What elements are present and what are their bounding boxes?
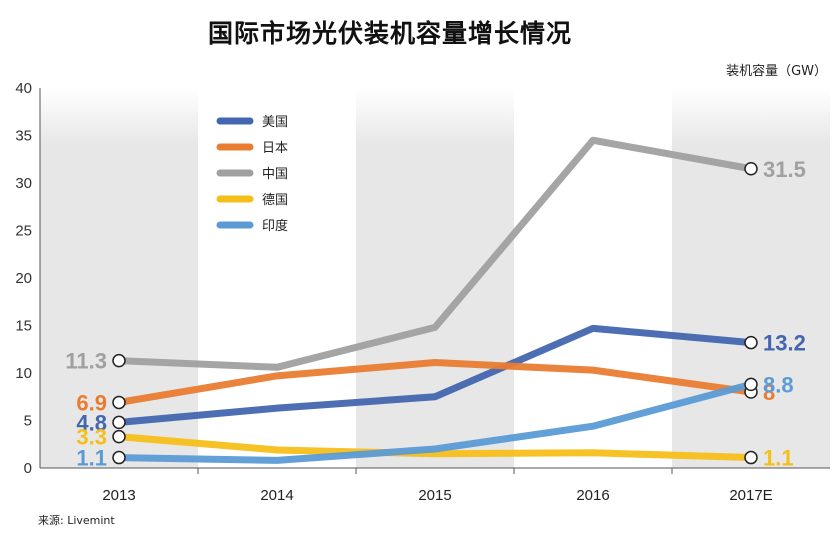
source-note: 来源: Livemint (38, 514, 115, 527)
data-point-marker (744, 377, 758, 392)
data-label-start: 4.8 (76, 410, 107, 435)
x-tick-label: 2013 (102, 487, 135, 504)
y-axis-unit-label: 装机容量（GW） (726, 64, 827, 79)
data-point-marker (744, 335, 758, 350)
series-line (115, 324, 755, 426)
y-tick-label: 30 (15, 175, 32, 192)
y-tick-label: 40 (15, 80, 32, 97)
series-line (115, 136, 755, 371)
data-point-marker (112, 415, 126, 430)
x-tick-label: 2015 (418, 487, 451, 504)
legend-label: 中国 (262, 167, 288, 182)
data-label-start: 6.9 (76, 390, 107, 415)
y-tick-label: 0 (24, 460, 32, 477)
series-line (115, 380, 755, 464)
data-point-marker (112, 395, 126, 410)
data-point-marker (744, 450, 758, 465)
data-point-marker (112, 450, 126, 465)
data-point-marker (112, 429, 126, 444)
legend-label: 德国 (262, 193, 288, 208)
grid-band (40, 88, 198, 468)
y-tick-label: 35 (15, 128, 32, 145)
y-tick-label: 5 (24, 413, 32, 430)
series-line (115, 433, 755, 462)
data-label-start: 1.1 (76, 446, 107, 471)
y-tick-label: 15 (15, 318, 32, 335)
x-tick-label: 2014 (260, 487, 293, 504)
data-label-end: 8.8 (763, 372, 794, 397)
grid-band (356, 88, 514, 468)
legend-label: 美国 (262, 115, 288, 130)
legend-label: 日本 (262, 141, 288, 156)
x-tick-label: 2017E (729, 487, 772, 504)
chart-title: 国际市场光伏装机容量增长情况 (207, 19, 572, 48)
data-label-end: 13.2 (763, 331, 806, 356)
x-tick-label: 2016 (576, 487, 609, 504)
legend-label: 印度 (262, 218, 288, 234)
data-label-end: 8 (763, 380, 775, 405)
y-tick-label: 10 (15, 365, 32, 382)
data-label-start: 11.3 (65, 349, 107, 374)
data-label-end: 1.1 (763, 446, 794, 471)
y-tick-label: 25 (15, 223, 32, 240)
data-point-marker (744, 162, 758, 176)
data-label-end: 31.5 (763, 157, 806, 182)
data-label-start: 3.3 (76, 425, 107, 450)
series-line (115, 359, 755, 406)
data-point-marker (112, 353, 126, 368)
y-tick-label: 20 (15, 270, 32, 287)
grid-band (672, 88, 830, 468)
